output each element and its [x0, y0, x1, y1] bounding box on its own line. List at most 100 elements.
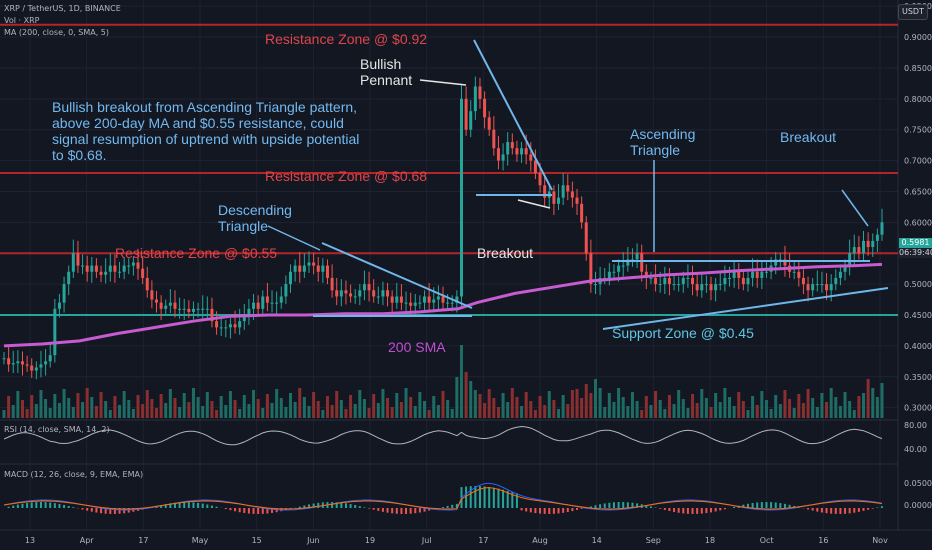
currency-button[interactable]: USDT — [898, 4, 928, 20]
candle-body — [621, 265, 625, 267]
volume-bar — [737, 392, 741, 418]
candle-body — [90, 265, 94, 272]
candle-body — [875, 234, 879, 241]
volume-bar — [769, 409, 773, 418]
macd-histogram-bar — [525, 508, 528, 512]
candle-body — [238, 321, 242, 328]
candle-body — [270, 302, 274, 304]
volume-bar — [700, 389, 704, 418]
candle-body — [131, 262, 135, 266]
macd-histogram-bar — [483, 486, 486, 508]
macd-histogram-bar — [109, 508, 112, 514]
candle-body — [483, 98, 487, 118]
volume-bar — [695, 403, 699, 418]
candle-body — [815, 284, 819, 286]
x-tick-label: 13 — [25, 536, 35, 545]
volume-bar — [755, 405, 759, 418]
candle-body — [432, 299, 436, 303]
candle-body — [104, 271, 108, 275]
candle-body — [228, 324, 232, 328]
y-tick-label: 0.8500 — [904, 64, 932, 73]
candle-body — [630, 259, 634, 261]
volume-bar — [723, 388, 727, 418]
volume-bar — [843, 392, 847, 418]
candle-body — [751, 271, 755, 278]
candle-body — [48, 355, 52, 362]
volume-bar — [801, 403, 805, 418]
volume-bar — [362, 399, 366, 418]
candle-body — [20, 361, 24, 365]
macd-histogram-bar — [451, 504, 454, 508]
volume-bar — [164, 403, 168, 418]
volume-bar — [728, 397, 732, 418]
candle-body — [561, 185, 565, 198]
macd-histogram-bar — [247, 508, 250, 514]
candle-body — [293, 265, 297, 272]
volume-bar — [506, 402, 510, 418]
volume-bar — [510, 388, 514, 418]
volume-bar — [321, 410, 325, 418]
candle-body — [409, 302, 413, 306]
candle-body — [312, 262, 316, 266]
ma-legend: MA (200, close, 0, SMA, 5) — [4, 28, 110, 37]
candle-body — [252, 302, 256, 309]
pennant-top — [473, 39, 553, 191]
volume-bar — [395, 393, 399, 418]
volume-bar — [48, 408, 52, 418]
volume-bar — [617, 388, 621, 418]
macd-histogram-bar — [820, 508, 823, 513]
macd-histogram-bar — [488, 486, 491, 508]
x-tick-label: 19 — [365, 536, 375, 545]
macd-histogram-bar — [307, 504, 310, 508]
volume-bar — [658, 400, 662, 418]
candle-body — [446, 302, 450, 304]
candle-body — [2, 358, 6, 360]
candle-body — [654, 277, 658, 285]
macd-histogram-bar — [215, 506, 218, 508]
candle-body — [732, 271, 736, 278]
breakout-arrow-2 — [841, 189, 869, 227]
breakout-arrow — [517, 199, 551, 209]
candle-body — [224, 327, 228, 329]
volume-bar — [667, 395, 671, 418]
macd-histogram-bar — [811, 508, 814, 511]
volume-bar — [279, 398, 283, 418]
candle-body — [473, 86, 477, 112]
volume-bar — [446, 400, 450, 418]
volume-bar — [533, 410, 537, 418]
candle-body — [737, 271, 741, 278]
volume-bar — [538, 396, 542, 418]
macd-histogram-bar — [492, 487, 495, 508]
macd-histogram-bar — [539, 508, 542, 514]
macd-histogram-bar — [733, 506, 736, 508]
volume-bar — [427, 410, 431, 418]
candle-body — [154, 299, 158, 303]
candle-body — [755, 271, 759, 278]
volume-bar — [344, 409, 348, 418]
volume-bar — [626, 406, 630, 418]
macd-histogram-bar — [266, 508, 269, 514]
macd-histogram-bar — [696, 508, 699, 514]
macd-histogram-bar — [636, 503, 639, 508]
volume-bar — [566, 404, 570, 418]
volume-bar — [469, 381, 473, 418]
y-tick-label: 0.4500 — [904, 311, 932, 320]
candle-body — [607, 271, 611, 278]
macd-histogram-bar — [617, 502, 620, 508]
volume-bar — [238, 409, 242, 418]
volume-bar — [557, 409, 561, 418]
descending-triangle-top — [321, 242, 473, 309]
symbol-legend: XRP / TetherUS, 1D, BINANCE — [4, 4, 121, 13]
volume-bar — [714, 393, 718, 418]
macd-histogram-bar — [599, 504, 602, 508]
y-tick-label: 0.3500 — [904, 373, 932, 382]
volume-bar — [113, 396, 117, 418]
volume-bar — [686, 408, 690, 418]
macd-histogram-bar — [682, 508, 685, 514]
macd-histogram-bar — [118, 508, 121, 514]
macd-histogram-bar — [608, 502, 611, 508]
candle-body — [187, 308, 191, 312]
candle-body — [801, 277, 805, 285]
candle-body — [501, 154, 505, 161]
